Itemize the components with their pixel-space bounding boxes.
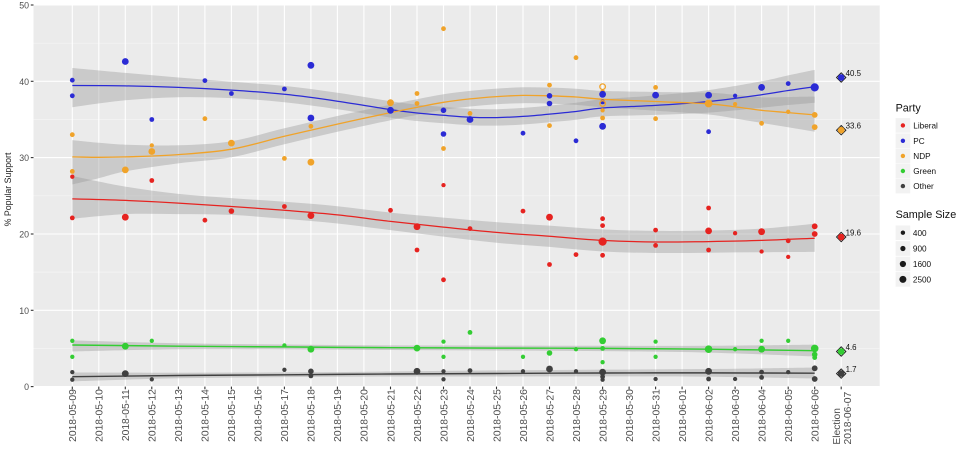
svg-text:33.6: 33.6 (846, 122, 862, 131)
svg-text:Sample Size: Sample Size (896, 209, 957, 221)
svg-text:2018-05-23: 2018-05-23 (439, 389, 450, 442)
svg-text:Other: Other (913, 182, 934, 191)
svg-text:2018-06-05: 2018-06-05 (784, 389, 795, 442)
svg-text:2018-05-18: 2018-05-18 (307, 389, 318, 442)
svg-text:Liberal: Liberal (913, 122, 938, 131)
svg-text:Green: Green (913, 167, 936, 176)
svg-text:2018-05-24: 2018-05-24 (466, 389, 477, 442)
svg-text:2018-05-16: 2018-05-16 (254, 389, 265, 442)
svg-text:2018-05-22: 2018-05-22 (413, 389, 424, 442)
svg-text:2018-05-13: 2018-05-13 (174, 389, 185, 442)
svg-text:1.7: 1.7 (846, 365, 857, 374)
svg-text:2018-05-19: 2018-05-19 (333, 389, 344, 442)
svg-text:2500: 2500 (913, 276, 932, 285)
svg-text:40: 40 (19, 77, 29, 87)
svg-text:2018-06-04: 2018-06-04 (757, 389, 768, 442)
svg-text:2018-05-10: 2018-05-10 (95, 389, 106, 442)
svg-text:2018-05-14: 2018-05-14 (201, 389, 212, 442)
svg-text:2018-06-03: 2018-06-03 (731, 389, 742, 442)
svg-text:2018-05-26: 2018-05-26 (519, 389, 530, 442)
svg-text:2018-05-27: 2018-05-27 (545, 389, 556, 442)
svg-text:400: 400 (913, 229, 927, 238)
svg-text:% Popular Support: % Popular Support (3, 152, 13, 226)
svg-text:10: 10 (19, 306, 29, 316)
svg-text:0: 0 (24, 382, 29, 392)
svg-text:19.6: 19.6 (846, 228, 862, 237)
svg-text:2018-05-25: 2018-05-25 (492, 389, 503, 442)
svg-text:900: 900 (913, 245, 927, 254)
svg-text:2018-06-02: 2018-06-02 (704, 389, 715, 442)
svg-text:20: 20 (19, 230, 29, 240)
svg-text:2018-05-28: 2018-05-28 (572, 389, 583, 442)
svg-text:2018-05-20: 2018-05-20 (360, 389, 371, 442)
svg-text:2018-05-09: 2018-05-09 (68, 389, 79, 442)
svg-text:2018-05-17: 2018-05-17 (280, 389, 291, 442)
svg-text:NDP: NDP (913, 152, 931, 161)
svg-text:2018-05-15: 2018-05-15 (227, 389, 238, 442)
svg-text:2018-06-06: 2018-06-06 (811, 389, 822, 442)
svg-text:50: 50 (19, 1, 29, 11)
svg-text:2018-05-29: 2018-05-29 (598, 389, 609, 442)
svg-text:2018-06-07: 2018-06-07 (843, 392, 854, 445)
svg-text:4.6: 4.6 (846, 343, 858, 352)
svg-text:2018-05-12: 2018-05-12 (148, 389, 159, 442)
svg-text:2018-05-31: 2018-05-31 (651, 389, 662, 442)
svg-text:30: 30 (19, 153, 29, 163)
svg-text:Party: Party (896, 103, 922, 115)
svg-text:PC: PC (913, 137, 924, 146)
svg-text:2018-05-11: 2018-05-11 (121, 389, 132, 441)
svg-text:40.5: 40.5 (846, 69, 862, 78)
svg-text:2018-05-30: 2018-05-30 (625, 389, 636, 442)
svg-text:Election: Election (832, 408, 843, 445)
svg-text:1600: 1600 (913, 260, 932, 269)
svg-text:2018-05-21: 2018-05-21 (386, 389, 397, 442)
svg-text:2018-06-01: 2018-06-01 (678, 389, 689, 442)
